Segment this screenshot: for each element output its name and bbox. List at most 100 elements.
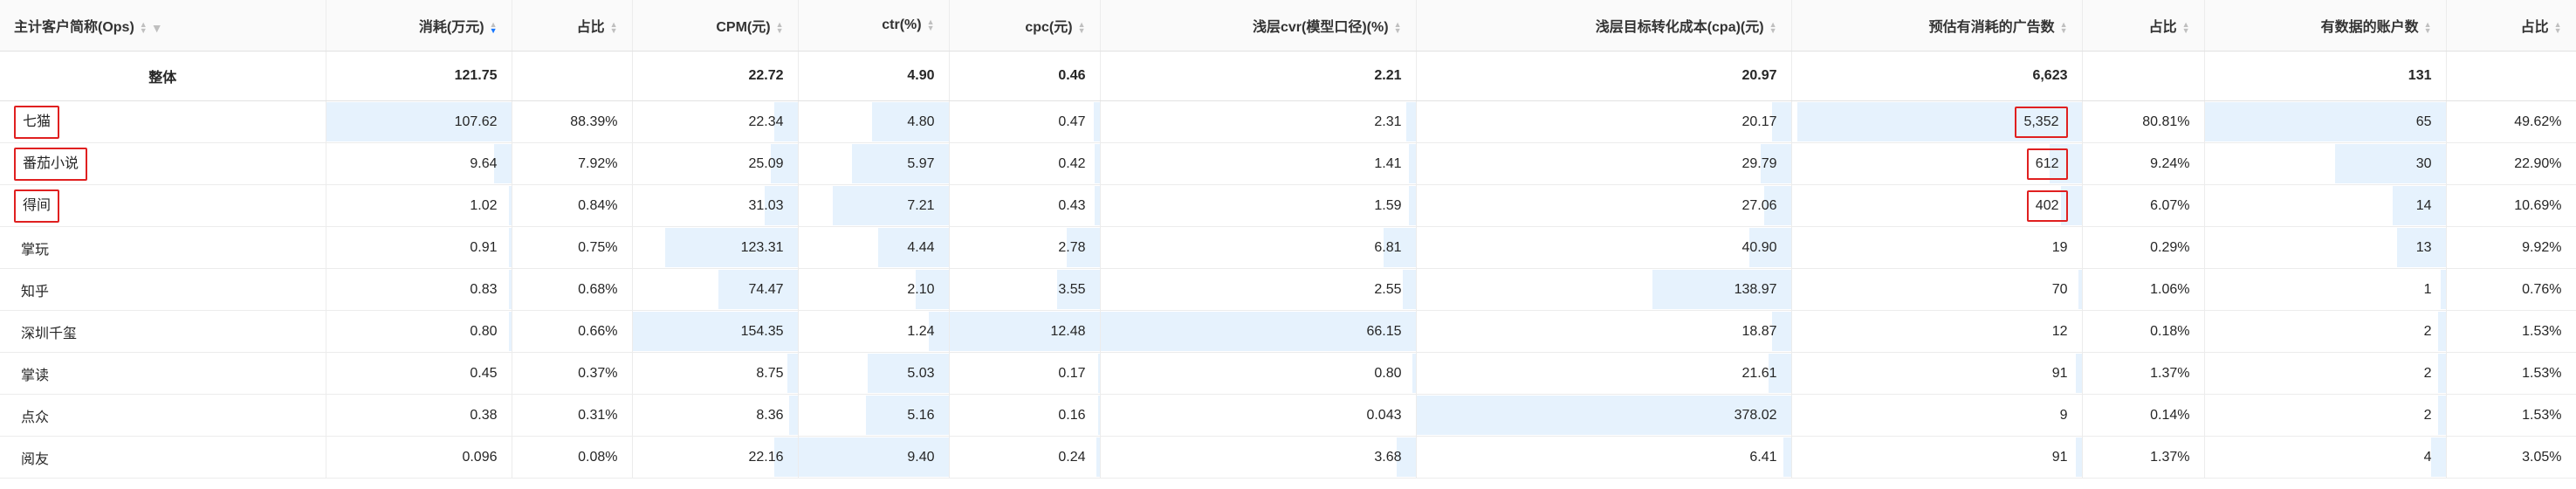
data-bar — [2397, 228, 2445, 267]
table-row[interactable]: 得间 1.02 0.84% 31.03 7.21 0.43 1.59 27.06 402 6.07… — [0, 184, 2576, 227]
sort-icon[interactable]: ▲ ▼ — [1769, 19, 1777, 35]
table-cell: 0.68% — [512, 268, 633, 311]
cell-value: 9.92% — [2522, 239, 2562, 255]
data-bar — [915, 270, 948, 309]
table-cell: 5.16 — [798, 394, 950, 437]
sort-icon[interactable]: ▲ ▼ — [775, 19, 784, 35]
column-header-7[interactable]: 浅层目标转化成本(cpa)(元) ▲ ▼ — [1416, 0, 1792, 52]
column-header-9[interactable]: 占比 ▲ ▼ — [2082, 0, 2205, 52]
sort-icon[interactable]: ▲ ▼ — [1077, 19, 1086, 35]
data-bar — [632, 312, 797, 351]
table-row[interactable]: 深圳千玺 0.80 0.66% 154.35 1.24 12.48 66.15 18.87 12… — [0, 310, 2576, 353]
filter-icon[interactable]: ▼ — [150, 20, 163, 35]
data-bar — [2334, 144, 2445, 183]
cell-value: 2 — [2423, 407, 2432, 423]
table-cell: 0.14% — [2082, 394, 2205, 437]
table-row[interactable]: 番茄小说 9.64 7.92% 25.09 5.97 0.42 1.41 29.79 612 9.… — [0, 142, 2576, 185]
table-cell: 123.31 — [632, 226, 799, 269]
cell-value: 154.35 — [740, 323, 784, 339]
table-cell: 2.78 — [949, 226, 1101, 269]
table-cell: 0.45 — [326, 352, 512, 395]
table-row[interactable]: 点众 0.38 0.31% 8.36 5.16 0.16 0.043 378.02 9 0.14%… — [0, 394, 2576, 437]
sort-icon[interactable]: ▲ ▼ — [609, 19, 618, 35]
data-bar — [867, 354, 948, 393]
data-bar — [1797, 102, 2081, 141]
column-header-0[interactable]: 主计客户简称(Ops) ▲ ▼ ▼ — [0, 0, 326, 52]
data-bar — [764, 186, 797, 225]
cell-value: 1.41 — [1374, 155, 1402, 171]
cell-value: 0.43 — [1058, 197, 1086, 213]
table-cell: 138.97 — [1416, 268, 1792, 311]
cell-value: 4.80 — [907, 114, 935, 129]
table-cell: 40.90 — [1416, 226, 1792, 269]
sort-icon[interactable]: ▲ ▼ — [2553, 19, 2562, 35]
column-header-5[interactable]: cpc(元) ▲ ▼ — [949, 0, 1101, 52]
table-cell: 0.91 — [326, 226, 512, 269]
table-cell: 9.40 — [798, 436, 950, 479]
cell-value: 1.37% — [2150, 365, 2190, 381]
table-cell: 29.79 — [1416, 142, 1792, 185]
table-cell: 4.44 — [798, 226, 950, 269]
sort-icon[interactable]: ▲ ▼ — [489, 19, 498, 35]
table-header-row: 主计客户简称(Ops) ▲ ▼ ▼ 消耗(万元) ▲ ▼ 占比 ▲ ▼ CPM(元) ▲ ▼ ctr(%)… — [0, 0, 2576, 52]
total-row: 整体 121.75 22.72 4.90 0.46 2.21 20.97 6,623 131 — [0, 51, 2576, 101]
table-row[interactable]: 掌读 0.45 0.37% 8.75 5.03 0.17 0.80 21.61 91 1.37% 2… — [0, 352, 2576, 395]
cell-value: 0.66% — [578, 323, 618, 339]
data-bar — [1100, 312, 1415, 351]
data-bar — [1768, 354, 1790, 393]
column-header-label: CPM(元) — [716, 20, 771, 35]
data-bar — [1096, 437, 1099, 477]
sort-icon[interactable]: ▲ ▼ — [1393, 19, 1402, 35]
sort-icon[interactable]: ▲ ▼ — [139, 19, 148, 35]
table-cell: 0.17 — [949, 352, 1101, 395]
cell-value: 27.06 — [1741, 197, 1777, 213]
total-cell: 4.90 — [798, 51, 950, 101]
data-bar — [1057, 270, 1099, 309]
cell-value: 掌读 — [21, 368, 50, 383]
data-bar — [665, 228, 797, 267]
cell-value: 3.68 — [1374, 449, 1402, 465]
table-cell: 107.62 — [326, 100, 512, 143]
table-cell: 12.48 — [949, 310, 1101, 353]
column-header-8[interactable]: 预估有消耗的广告数 ▲ ▼ — [1791, 0, 2083, 52]
column-header-label: 占比 — [576, 20, 605, 35]
table-row[interactable]: 知乎 0.83 0.68% 74.47 2.10 3.55 2.55 138.97 70 1.06… — [0, 268, 2576, 311]
cell-value: 107.62 — [454, 114, 498, 129]
sort-icon[interactable]: ▲ ▼ — [2059, 19, 2068, 35]
cell-value: 65 — [2415, 114, 2432, 129]
data-bar — [798, 437, 948, 477]
column-header-1[interactable]: 消耗(万元) ▲ ▼ — [326, 0, 512, 52]
data-bar — [1095, 186, 1099, 225]
table-body: 整体 121.75 22.72 4.90 0.46 2.21 20.97 6,623 131 七猫… — [0, 51, 2576, 479]
table-cell: 612 — [1791, 142, 2083, 185]
table-cell: 27.06 — [1416, 184, 1792, 227]
column-header-4[interactable]: ctr(%) ▲ ▼ — [798, 0, 950, 52]
data-bar — [787, 354, 797, 393]
column-header-6[interactable]: 浅层cvr(模型口径)(%) ▲ ▼ — [1100, 0, 1417, 52]
table-row[interactable]: 阅友 0.096 0.08% 22.16 9.40 0.24 3.68 6.41 91 1.37%… — [0, 436, 2576, 479]
column-header-11[interactable]: 占比 ▲ ▼ — [2446, 0, 2576, 52]
table-cell: 0.47 — [949, 100, 1101, 143]
column-header-3[interactable]: CPM(元) ▲ ▼ — [632, 0, 799, 52]
cell-value: 0.80 — [1374, 365, 1402, 381]
sort-icon[interactable]: ▲ ▼ — [2181, 19, 2190, 35]
table-cell: 0.24 — [949, 436, 1101, 479]
cell-value: 12 — [2051, 323, 2068, 339]
cell-value: 2.10 — [907, 281, 935, 297]
cell-value: 0.84% — [578, 197, 618, 213]
cell-value: 0.75% — [578, 239, 618, 255]
table-cell: 0.043 — [1100, 394, 1417, 437]
table-cell: 5.97 — [798, 142, 950, 185]
sort-icon[interactable]: ▲ ▼ — [926, 17, 935, 32]
cell-value: 0.37% — [578, 365, 618, 381]
column-header-2[interactable]: 占比 ▲ ▼ — [512, 0, 633, 52]
cell-value: 0.31% — [578, 407, 618, 423]
table-row[interactable]: 七猫 107.62 88.39% 22.34 4.80 0.47 2.31 20.17 5,35… — [0, 100, 2576, 143]
sort-icon[interactable]: ▲ ▼ — [2423, 19, 2432, 35]
data-bar — [2075, 437, 2081, 477]
customer-name-cell: 掌玩 — [0, 226, 326, 269]
table-row[interactable]: 掌玩 0.91 0.75% 123.31 4.44 2.78 6.81 40.90 19 0.29… — [0, 226, 2576, 269]
column-header-10[interactable]: 有数据的账户数 ▲ ▼ — [2204, 0, 2447, 52]
data-bar — [877, 228, 948, 267]
cell-value: 14 — [2415, 197, 2432, 213]
